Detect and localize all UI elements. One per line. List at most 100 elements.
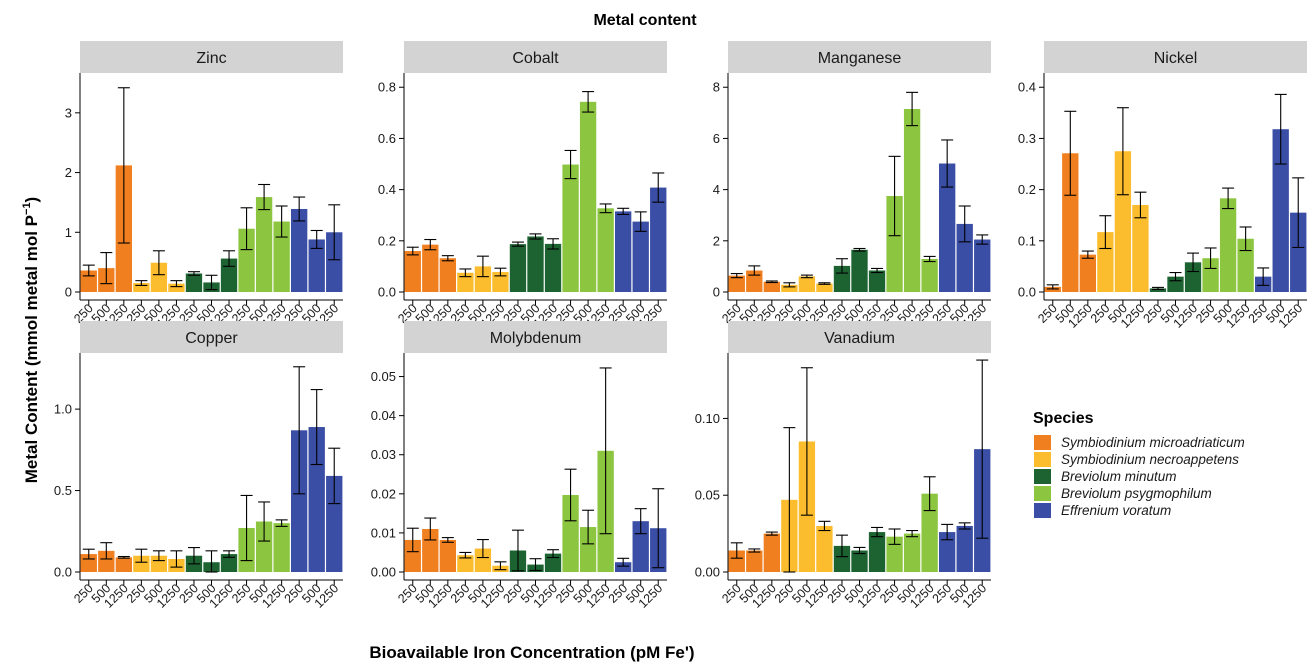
bar [816, 525, 833, 572]
bar [728, 275, 745, 292]
panel-vanadium: Vanadium0.000.050.1025050012502505001250… [695, 321, 991, 611]
bar [1184, 262, 1202, 292]
y-tick-label: 0.5 [54, 483, 72, 498]
panel-manganese: Manganese0246825050012502505001250250500… [713, 41, 991, 331]
bar [851, 249, 868, 292]
error-bar [170, 280, 183, 288]
error-bar [240, 494, 253, 562]
error-bar [547, 238, 560, 250]
bar [615, 562, 632, 572]
error-bar [275, 519, 288, 527]
error-bar [152, 550, 165, 562]
bar [457, 272, 474, 292]
bar [833, 545, 851, 572]
facet-strip-label: Cobalt [512, 50, 559, 67]
bar [728, 550, 745, 572]
error-bar [511, 241, 524, 247]
bar [1097, 232, 1114, 292]
bar [255, 521, 273, 572]
y-tick-label: 0 [65, 285, 72, 300]
error-bar [564, 149, 577, 180]
error-bar [494, 267, 507, 277]
facet-strip-label: Zinc [196, 50, 226, 67]
error-bar [599, 367, 612, 535]
error-bar [958, 522, 971, 530]
y-tick-label: 0.1 [1018, 233, 1036, 248]
error-bar [748, 265, 761, 276]
bar [1219, 198, 1237, 292]
error-bar [1274, 93, 1287, 165]
error-bar [258, 501, 271, 542]
error-bar [529, 558, 542, 571]
error-bar [906, 91, 919, 127]
error-bar [328, 204, 341, 261]
error-bar [835, 258, 848, 274]
y-tick-label: 0.6 [378, 131, 396, 146]
facet-strip [80, 41, 343, 73]
legend-swatch [1034, 435, 1051, 450]
bar [474, 266, 492, 292]
error-bar [494, 561, 507, 571]
bar [579, 101, 597, 292]
error-bar [476, 539, 489, 559]
bar [457, 555, 474, 572]
y-tick-label: 0.05 [371, 369, 396, 384]
panel-zinc: Zinc012325050012502505001250250500125025… [65, 41, 343, 331]
bar [326, 475, 343, 572]
facet-strip-label: Manganese [818, 50, 902, 67]
legend-title: Species [1033, 410, 1094, 427]
bar [798, 276, 816, 292]
bar [220, 258, 238, 292]
facet-strip-label: Molybdenum [490, 330, 582, 347]
error-bar [459, 268, 472, 278]
error-bar [293, 196, 306, 222]
error-bar [564, 468, 577, 522]
error-bar [818, 520, 831, 532]
error-bar [1081, 250, 1094, 259]
error-bar [783, 427, 796, 573]
error-bar [152, 250, 165, 276]
error-bar [547, 549, 560, 559]
bar [238, 228, 255, 292]
y-tick-label: 0.0 [1018, 285, 1036, 300]
y-tick-label: 0.2 [1018, 182, 1036, 197]
legend-swatch [1034, 452, 1051, 467]
error-bar [476, 255, 489, 278]
error-bar [730, 542, 743, 559]
error-bar [1046, 284, 1059, 290]
facet-panels: Zinc012325050012502505001250250500125025… [54, 41, 1307, 611]
error-bar [406, 527, 419, 553]
y-tick-label: 1.0 [54, 402, 72, 417]
bar [746, 270, 763, 292]
error-bar [976, 234, 989, 245]
y-tick-label: 3 [65, 105, 72, 120]
error-bar [941, 139, 954, 188]
error-bar [310, 229, 323, 249]
bar [763, 281, 780, 292]
bar [115, 557, 132, 572]
bar [220, 554, 238, 572]
error-bar [1169, 271, 1182, 282]
error-bar [941, 523, 954, 541]
y-tick-label: 0.0 [378, 285, 396, 300]
y-tick-label: 0.00 [695, 565, 720, 580]
bar [527, 236, 544, 292]
bar [903, 108, 921, 292]
bar [597, 208, 614, 292]
bar [746, 550, 763, 572]
error-bar [170, 550, 183, 568]
y-tick-label: 0.3 [1018, 131, 1036, 146]
y-tick-label: 6 [713, 131, 720, 146]
bar [150, 262, 168, 292]
panel-molybdenum: Molybdenum0.000.010.020.030.040.05250500… [371, 321, 667, 611]
error-bar [617, 557, 630, 567]
bar [939, 532, 956, 572]
bar [326, 232, 343, 292]
facet-strip [404, 41, 667, 73]
error-bar [117, 555, 130, 559]
bar [851, 550, 868, 572]
bar [98, 550, 115, 572]
error-bar [1204, 247, 1217, 270]
facet-strip-label: Vanadium [824, 330, 895, 347]
error-bar [275, 205, 288, 238]
